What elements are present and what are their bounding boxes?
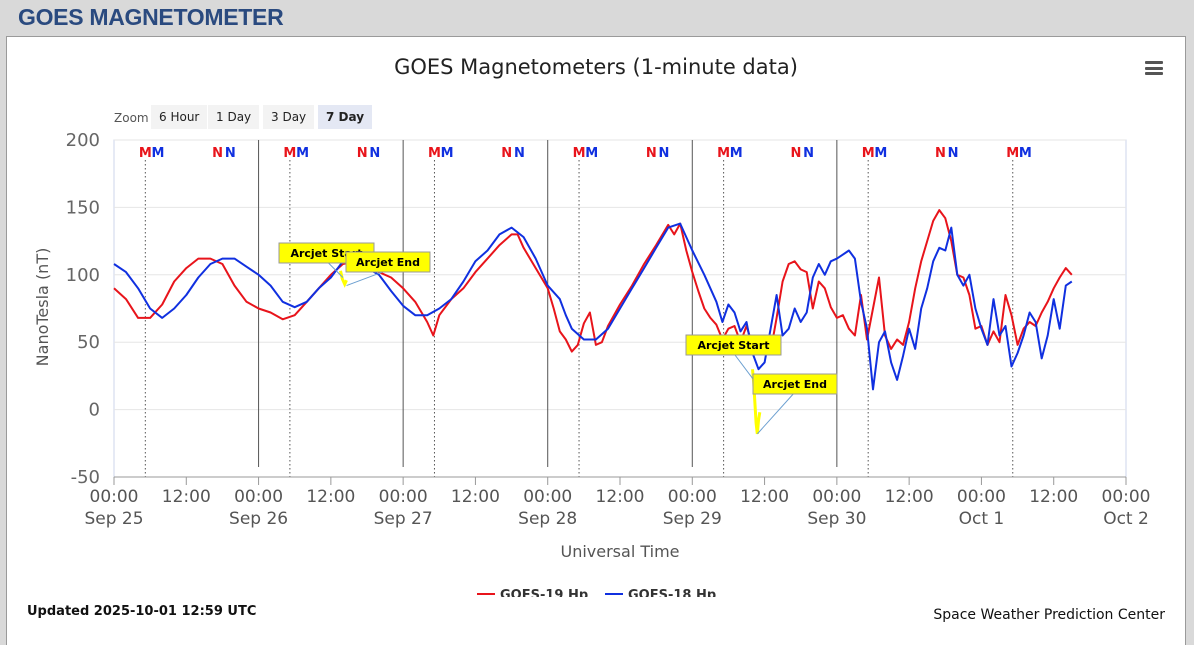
y-tick-label: 100 (66, 265, 100, 286)
y-tick-label: 200 (66, 130, 100, 151)
marker-n: N (369, 146, 380, 161)
y-tick-label: 0 (89, 400, 100, 421)
annotation-leader (733, 352, 755, 381)
x-tick-label: 00:00 (668, 487, 717, 507)
annotation-leader (326, 260, 344, 278)
marker-m: M (730, 146, 743, 161)
chart-title: GOES Magnetometers (1-minute data) (394, 55, 798, 79)
marker-m: M (283, 146, 296, 161)
marker-m: M (428, 146, 441, 161)
zoom-6-hour-button[interactable]: 6 Hour (151, 105, 208, 129)
x-tick-label: 12:00 (885, 487, 934, 507)
annotation-label: Arcjet Start (697, 339, 769, 352)
x-tick-date-label: Oct 2 (1103, 509, 1149, 529)
x-tick-date-label: Sep 30 (807, 509, 866, 529)
annotation-box (752, 373, 838, 395)
zoom-3-day-button[interactable]: 3 Day (263, 105, 315, 129)
x-tick-label: 12:00 (1029, 487, 1078, 507)
x-tick-label: 00:00 (1102, 487, 1151, 507)
marker-m: M (573, 146, 586, 161)
hamburger-menu-icon[interactable] (1145, 61, 1163, 75)
marker-m: M (139, 146, 152, 161)
y-tick-label: 50 (77, 332, 100, 353)
y-tick-label: -50 (71, 467, 100, 488)
annotation-leader (346, 269, 389, 287)
x-tick-label: 12:00 (162, 487, 211, 507)
x-tick-label: 00:00 (957, 487, 1006, 507)
marker-m: M (441, 146, 454, 161)
arcjet-segment (339, 270, 348, 288)
day-separator-lines (258, 140, 838, 467)
marker-n: N (501, 146, 512, 161)
x-axis-label: Universal Time (560, 542, 679, 561)
series-line-goes-18 (113, 222, 1073, 391)
x-tick-date-label: Oct 1 (959, 509, 1005, 529)
marker-m: M (717, 146, 730, 161)
x-tick-label: 12:00 (596, 487, 645, 507)
x-tick-date-label: Sep 25 (84, 509, 143, 529)
marker-n: N (514, 146, 525, 161)
marker-n: N (790, 146, 801, 161)
marker-m: M (1019, 146, 1032, 161)
x-tick-date-label: Sep 27 (374, 509, 433, 529)
x-tick-label: 00:00 (523, 487, 572, 507)
y-tick-label: 150 (66, 197, 100, 218)
x-tick-date-label: Sep 26 (229, 509, 288, 529)
annotation-leader (756, 391, 796, 435)
annotation-box (345, 251, 431, 273)
series-lines (113, 209, 1073, 435)
legend: GOES-19 Hp GOES-18 Hp (477, 588, 716, 597)
page-header-title: GOES MAGNETOMETER (18, 4, 284, 30)
x-tick-label: 00:00 (234, 487, 283, 507)
annotation-box (685, 334, 782, 356)
marker-n: N (212, 146, 223, 161)
marker-m: M (296, 146, 309, 161)
y-axis-label: NanoTesla (nT) (33, 248, 52, 367)
marker-m: M (152, 146, 165, 161)
marker-m: M (1006, 146, 1019, 161)
updated-timestamp: Updated 2025-10-01 12:59 UTC (27, 604, 257, 619)
x-tick-label: 12:00 (740, 487, 789, 507)
marker-m: M (585, 146, 598, 161)
marker-m: M (874, 146, 887, 161)
marker-n: N (935, 146, 946, 161)
x-tick-label: 00:00 (812, 487, 861, 507)
zoom-1-day-button[interactable]: 1 Day (208, 105, 260, 129)
x-tick-date-label: Sep 28 (518, 509, 577, 529)
credit-text: Space Weather Prediction Center (933, 607, 1165, 623)
marker-m: M (862, 146, 875, 161)
x-tick-date-label: Sep 29 (663, 509, 722, 529)
legend-label: GOES-19 Hp (500, 588, 588, 597)
x-tick-label: 12:00 (451, 487, 500, 507)
marker-n: N (646, 146, 657, 161)
annotation-label: Arcjet Start (290, 247, 362, 260)
marker-n: N (659, 146, 670, 161)
zoom-label: Zoom (114, 111, 149, 125)
x-tick-label: 12:00 (306, 487, 355, 507)
x-tick-label: 00:00 (90, 487, 139, 507)
annotation-label: Arcjet End (356, 256, 420, 269)
legend-label: GOES-18 Hp (628, 588, 716, 597)
chart-panel: GOES Magnetometers (1-minute data) Zoom … (6, 36, 1186, 645)
x-tick-label: 00:00 (379, 487, 428, 507)
annotation-label: Arcjet End (763, 378, 827, 391)
marker-n: N (357, 146, 368, 161)
zoom-7-day-button[interactable]: 7 Day (318, 105, 373, 129)
marker-n: N (803, 146, 814, 161)
marker-n: N (948, 146, 959, 161)
marker-n: N (225, 146, 236, 161)
